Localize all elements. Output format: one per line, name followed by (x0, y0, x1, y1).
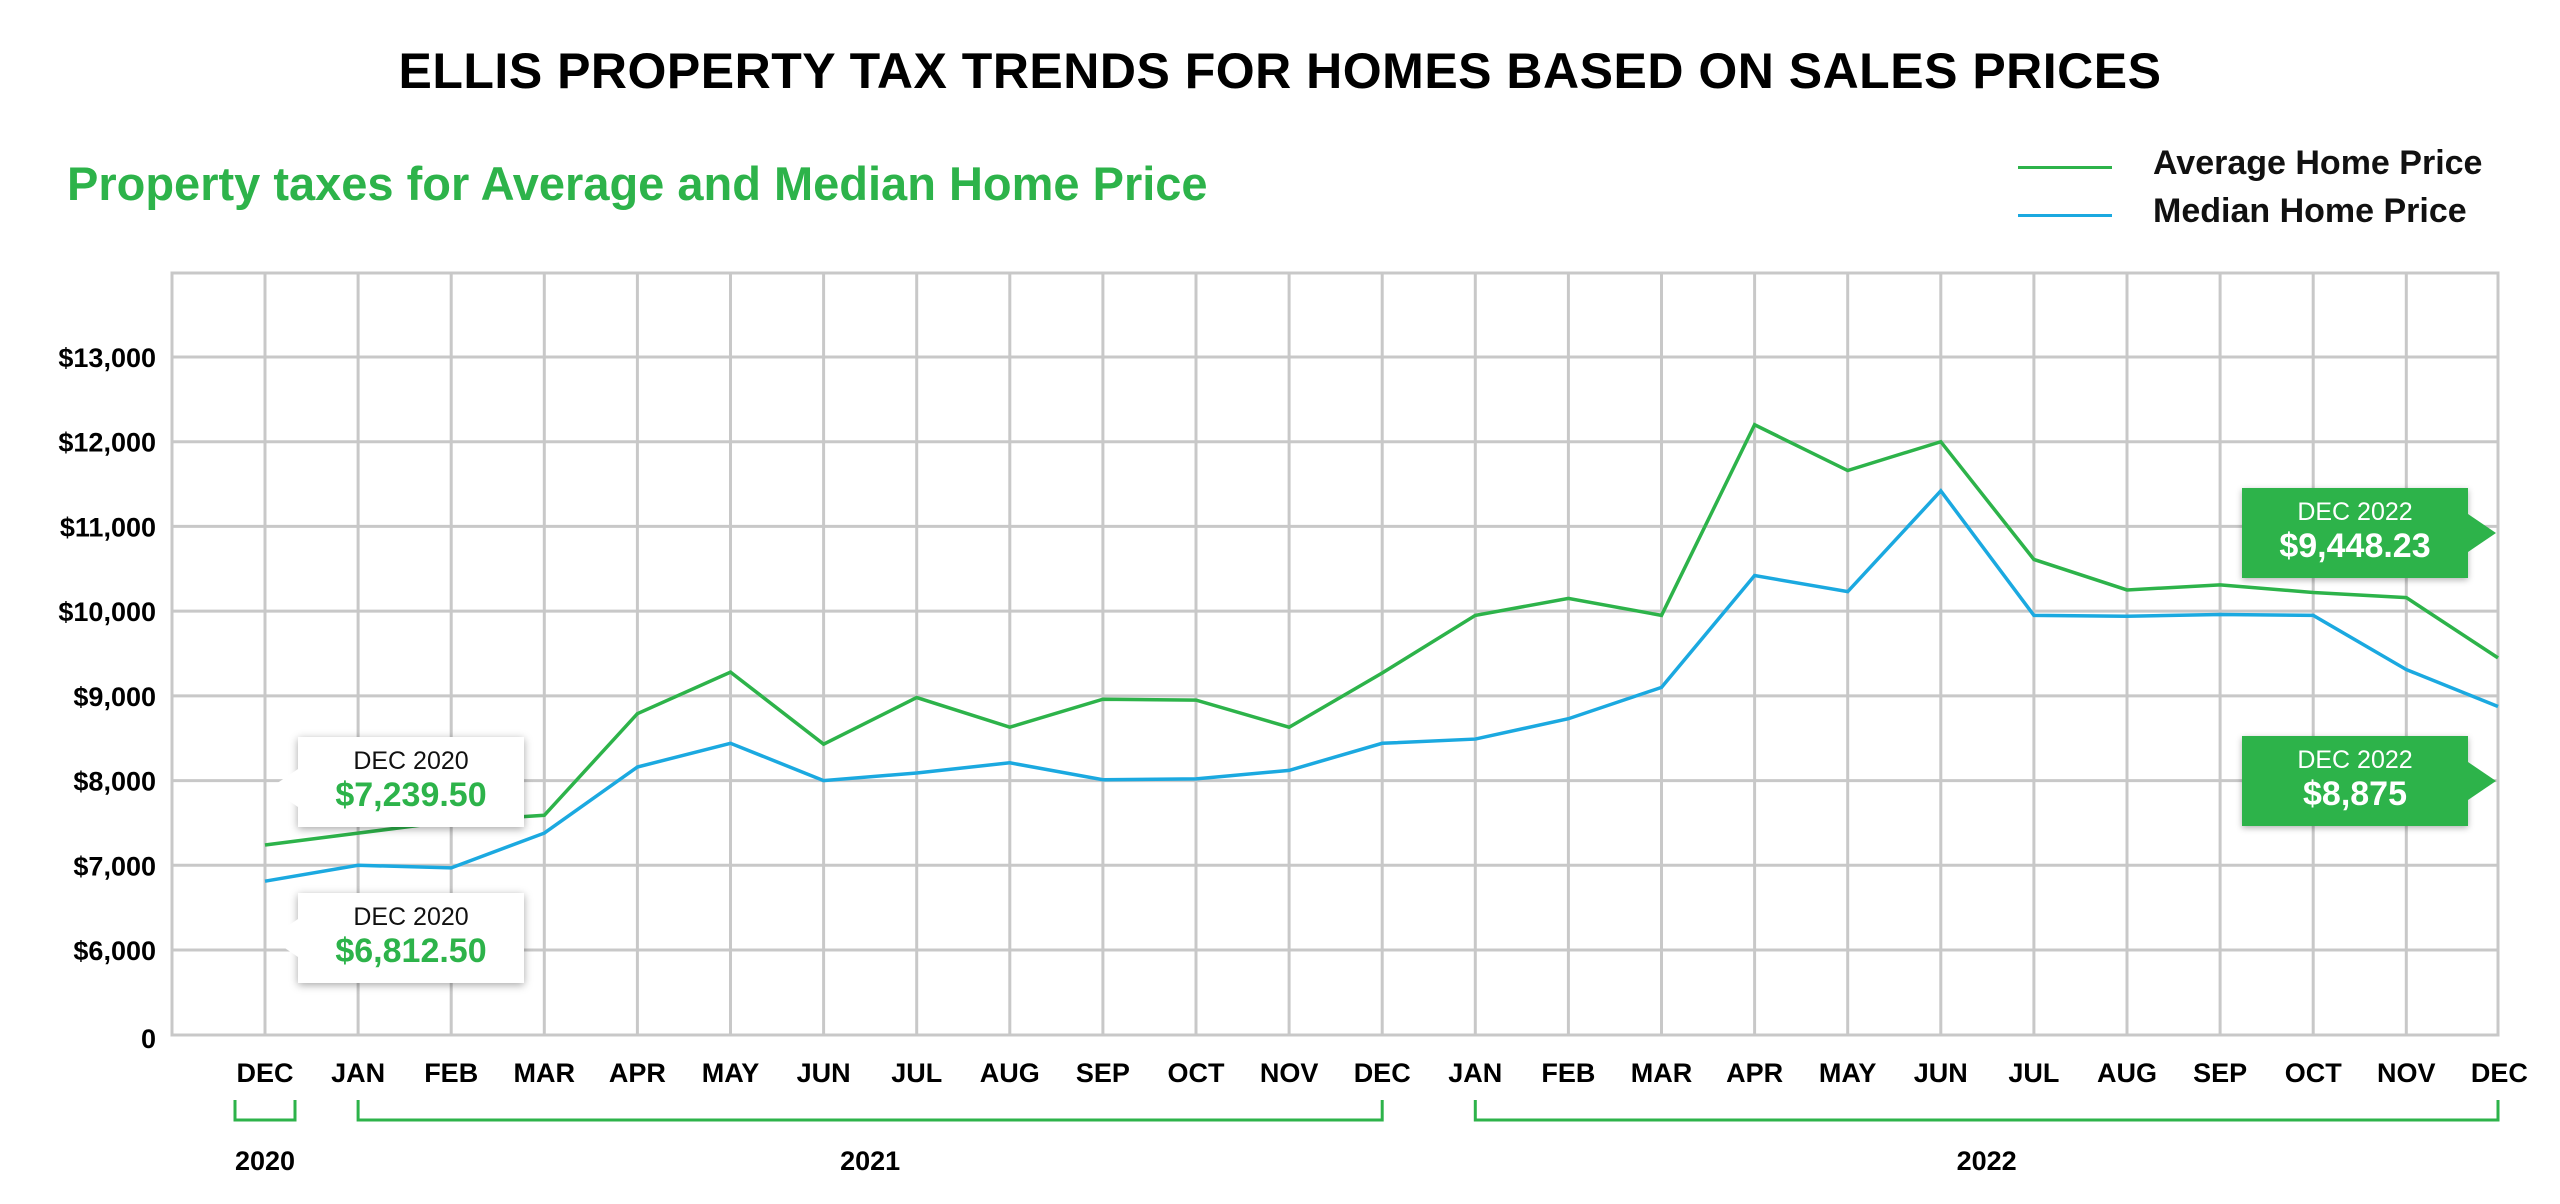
legend-swatch-median (2018, 214, 2112, 217)
x-tick-label: NOV (2377, 1058, 2436, 1088)
year-bracket: 2021 (356, 1100, 1384, 1176)
callout-period: DEC 2020 (353, 903, 469, 931)
x-tick-label: SEP (1076, 1058, 1130, 1088)
callout-period: DEC 2022 (2297, 498, 2413, 526)
chart-subtitle: Property taxes for Average and Median Ho… (67, 157, 1208, 210)
x-tick-label: MAY (702, 1058, 760, 1088)
callout-period: DEC 2022 (2297, 746, 2413, 774)
year-brackets: 2020 2021 2022 (233, 1100, 2500, 1176)
series-line-average (264, 422, 2499, 847)
x-tick-label: NOV (1260, 1058, 1319, 1088)
x-tick-label: FEB (424, 1058, 478, 1088)
callout-pointer (270, 769, 298, 807)
x-tick-label: MAY (1819, 1058, 1877, 1088)
y-tick-label: $8,000 (73, 767, 156, 797)
x-tick-label: OCT (2285, 1058, 2343, 1088)
y-tick-label: 0 (141, 1024, 156, 1054)
y-axis-ticks: 0 $6,000 $7,000 $8,000 $9,000 $10,000 $11,000 $… (58, 343, 156, 1054)
x-tick-label: SEP (2193, 1058, 2247, 1088)
callout-period: DEC 2020 (353, 747, 469, 775)
x-tick-label: AUG (2097, 1058, 2157, 1088)
x-tick-label: DEC (236, 1058, 293, 1088)
callout-median-dec-2022: DEC 2022 $8,875 (2242, 736, 2496, 826)
callout-pointer (2468, 762, 2496, 800)
y-tick-label: $7,000 (73, 851, 156, 881)
callout-value: $6,812.50 (335, 932, 487, 970)
x-tick-label: JAN (331, 1058, 385, 1088)
x-tick-label: DEC (2471, 1058, 2528, 1088)
callout-pointer (2468, 514, 2496, 552)
year-label: 2022 (1957, 1146, 2017, 1176)
x-tick-label: JUL (2008, 1058, 2059, 1088)
x-tick-label: JUN (797, 1058, 851, 1088)
series-line-median (264, 488, 2499, 883)
y-tick-label: $12,000 (58, 428, 156, 458)
callout-avg-dec-2022: DEC 2022 $9,448.23 (2242, 488, 2496, 578)
x-tick-label: MAR (1631, 1058, 1693, 1088)
year-label: 2021 (840, 1146, 900, 1176)
legend-label-average: Average Home Price (2153, 144, 2483, 182)
x-tick-label: DEC (1354, 1058, 1411, 1088)
chart-title: ELLIS PROPERTY TAX TRENDS FOR HOMES BASE… (398, 43, 2162, 99)
x-tick-label: MAR (514, 1058, 576, 1088)
callout-value: $9,448.23 (2279, 527, 2431, 565)
y-tick-label: $13,000 (58, 343, 156, 373)
callout-value: $7,239.50 (335, 776, 487, 814)
x-tick-label: JUN (1914, 1058, 1968, 1088)
series-lines (264, 422, 2499, 883)
callout-avg-dec-2020: DEC 2020 $7,239.50 (270, 737, 524, 827)
year-bracket-line (233, 1100, 297, 1122)
year-bracket: 2020 (233, 1100, 297, 1176)
y-tick-label: $10,000 (58, 597, 156, 627)
legend-label-median: Median Home Price (2153, 192, 2467, 230)
x-axis-ticks: DEC JAN FEB MAR APR MAY JUN JUL AUG SEP OCT NOV DEC J… (236, 1058, 2527, 1088)
legend-swatch-average (2018, 166, 2112, 169)
year-bracket-line (356, 1100, 1384, 1122)
y-tick-label: $6,000 (73, 936, 156, 966)
x-tick-label: JAN (1448, 1058, 1502, 1088)
plot-frame (170, 271, 2500, 1037)
callout-pointer (270, 919, 298, 957)
x-tick-label: AUG (980, 1058, 1040, 1088)
chart-grid (170, 271, 2500, 1037)
year-bracket-line (1473, 1100, 2500, 1122)
callout-median-dec-2020: DEC 2020 $6,812.50 (270, 893, 524, 983)
year-bracket: 2022 (1473, 1100, 2500, 1176)
x-tick-label: APR (1726, 1058, 1783, 1088)
year-label: 2020 (235, 1146, 295, 1176)
callout-value: $8,875 (2303, 775, 2407, 813)
y-tick-label: $11,000 (60, 512, 156, 542)
x-tick-label: JUL (891, 1058, 942, 1088)
x-tick-label: APR (609, 1058, 666, 1088)
x-tick-label: FEB (1541, 1058, 1595, 1088)
x-tick-label: OCT (1168, 1058, 1226, 1088)
y-tick-label: $9,000 (73, 682, 156, 712)
